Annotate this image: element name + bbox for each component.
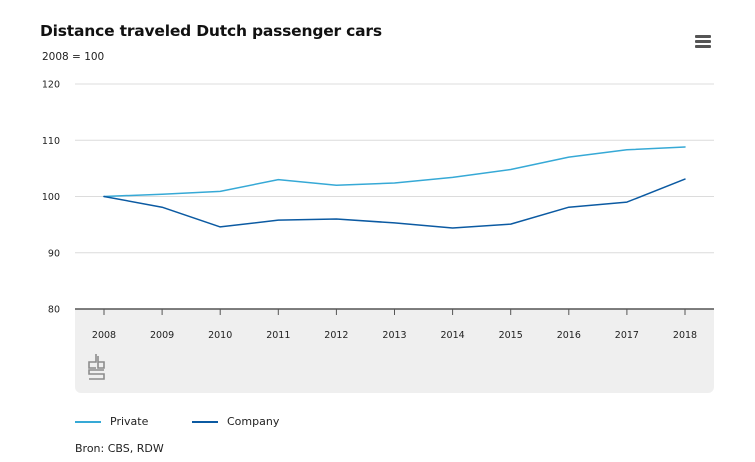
x-tick-label: 2010 [208, 330, 232, 341]
y-tick-label: 90 [48, 248, 60, 259]
legend-item-private[interactable]: Private [75, 415, 192, 428]
x-axis-band [75, 309, 714, 393]
y-tick-label: 110 [42, 136, 60, 147]
y-tick-label: 80 [48, 305, 60, 316]
source-note: Bron: CBS, RDW [75, 442, 164, 455]
series-line-private[interactable] [103, 146, 686, 198]
hamburger-menu-icon[interactable] [692, 33, 714, 51]
legend-swatch-private [75, 420, 101, 423]
legend-swatch-company [192, 420, 218, 423]
y-tick-label: 100 [42, 192, 60, 203]
chart-title: Distance traveled Dutch passenger cars [40, 22, 382, 40]
x-tick-label: 2013 [382, 330, 406, 341]
x-tick-label: 2015 [499, 330, 523, 341]
chart-subtitle: 2008 = 100 [42, 51, 105, 63]
x-tick-label: 2008 [92, 330, 116, 341]
x-tick-label: 2018 [673, 330, 697, 341]
x-tick-label: 2014 [441, 330, 465, 341]
x-tick-label: 2012 [324, 330, 348, 341]
legend-label-private: Private [110, 415, 149, 428]
x-tick-label: 2017 [615, 330, 639, 341]
x-tick-label: 2009 [150, 330, 174, 341]
x-tick-label: 2011 [266, 330, 290, 341]
x-tick-label: 2016 [557, 330, 581, 341]
cbs-logo-icon [88, 354, 105, 380]
y-tick-label: 120 [42, 80, 60, 91]
legend: Private Company [75, 415, 309, 428]
series-line-company[interactable] [103, 178, 686, 229]
legend-label-company: Company [227, 415, 280, 428]
legend-item-company[interactable]: Company [192, 415, 309, 428]
